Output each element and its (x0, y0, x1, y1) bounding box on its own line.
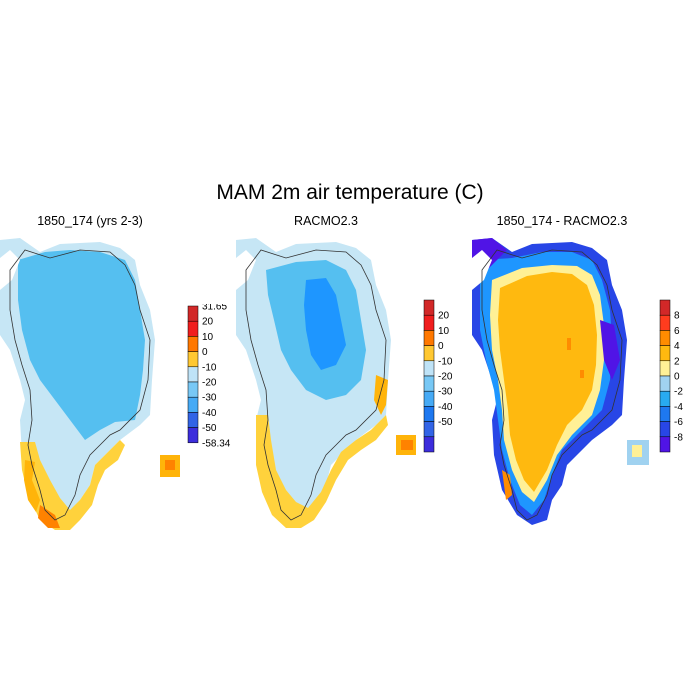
panel-model: 1850_174 (yrs 2-3) 31.65 20 10 0 -10 -20 -30 -4… (0, 214, 231, 534)
colorbar-swatch (659, 436, 671, 453)
colorbar-tick-label: 4 (674, 341, 680, 352)
colorbar-tick-label: -30 (202, 393, 217, 404)
colorbar-swatch (423, 436, 435, 453)
panel-title-model: 1850_174 (yrs 2-3) (37, 214, 143, 228)
coastline (481, 249, 623, 521)
land-region-core (304, 278, 346, 370)
colorbar-swatch (187, 320, 199, 337)
colorbar-swatch (423, 314, 435, 331)
coastline (245, 249, 387, 521)
panel-title-difference: 1850_174 - RACMO2.3 (496, 214, 628, 228)
greenland-map-difference (472, 238, 649, 525)
colorbar-swatch (423, 299, 435, 316)
colorbar-swatch (423, 330, 435, 346)
colorbar-model: 31.65 20 10 0 -10 -20 -30 -40 -50 -58.34 (186, 302, 256, 469)
colorbar-tick-label: -50 (438, 417, 453, 428)
colorbar-swatch (659, 360, 671, 377)
colorbar-tick-label: 2 (674, 356, 680, 367)
colorbar-swatch (659, 390, 671, 407)
colorbar-tick-label: 6 (674, 326, 680, 337)
colorbar-swatch (187, 305, 199, 322)
greenland-map-model (0, 238, 180, 530)
colorbar-swatch (187, 412, 199, 428)
colorbar-tick-label: 10 (202, 332, 214, 343)
land-region-warm (498, 272, 597, 492)
colorbar-swatch (659, 375, 671, 392)
colorbar-swatch (659, 345, 671, 362)
colorbar-tick-label: -20 (438, 372, 453, 383)
colorbar-tick-label: 10 (438, 326, 450, 337)
colorbar-swatch (423, 390, 435, 407)
colorbar-tick-label: -40 (202, 408, 217, 419)
panel-difference: 1850_174 - RACMO2.3 8 6 4 2 0 -2 -4 -6 -8 (472, 214, 688, 534)
colorbar-swatch (659, 421, 671, 438)
colorbar-swatch (187, 336, 199, 352)
colorbar-tick-label: 31.65 (202, 304, 227, 313)
colorbar-swatch (423, 360, 435, 377)
colorbar-tick-label: -58.34 (202, 438, 231, 449)
panel-racmo: RACMO2.3 20 10 0 -10 -20 -30 -40 -50 (236, 214, 453, 534)
colorbar-tick-label: 8 (674, 311, 680, 322)
colorbar-swatch (187, 427, 199, 444)
colorbar-tick-label: 0 (438, 341, 444, 352)
colorbar-swatch (187, 366, 199, 383)
colorbar-racmo-svg: 20 10 0 -10 -20 -30 -40 -50 (423, 299, 453, 453)
colorbar-tick-label: 20 (202, 317, 214, 328)
colorbar-tick-label: -50 (202, 423, 217, 434)
colorbar-swatch (423, 421, 435, 438)
coastline (9, 249, 151, 521)
colorbar-tick-label: -20 (202, 378, 217, 389)
colorbar-tick-label: -8 (674, 432, 683, 443)
colorbar-model-svg: 31.65 20 10 0 -10 -20 -30 -40 -50 -58.34 (187, 302, 231, 449)
colorbar-swatch (187, 381, 199, 398)
colorbar-tick-label: -10 (202, 362, 217, 373)
colorbar-tick-label: -2 (674, 387, 683, 398)
land-region-mid (18, 250, 145, 440)
colorbar-tick-label: 20 (438, 311, 450, 322)
land-region-warm (20, 440, 125, 530)
colorbar-tick-label: -6 (674, 417, 683, 428)
colorbar-swatch (187, 351, 199, 368)
greenland-map-racmo (236, 238, 416, 528)
colorbar-tick-label: -30 (438, 387, 453, 398)
colorbar-racmo: 20 10 0 -10 -20 -30 -40 -50 (422, 298, 492, 473)
panel-title-racmo: RACMO2.3 (294, 214, 358, 228)
colorbar-swatch (659, 314, 671, 331)
colorbar-swatch (423, 345, 435, 362)
colorbar-difference-svg: 8 6 4 2 0 -2 -4 -6 -8 (659, 299, 683, 453)
colorbar-swatch (659, 299, 671, 316)
colorbar-swatch (187, 396, 199, 413)
colorbar-swatch (423, 406, 435, 422)
land-region-warm (256, 415, 388, 528)
colorbar-difference: 8 6 4 2 0 -2 -4 -6 -8 (658, 298, 700, 473)
colorbar-tick-label: -40 (438, 402, 453, 413)
main-title: MAM 2m air temperature (C) (216, 181, 484, 204)
colorbar-swatch (423, 375, 435, 392)
colorbar-swatch (659, 406, 671, 422)
colorbar-tick-label: 0 (202, 347, 208, 358)
colorbar-swatch (659, 330, 671, 346)
colorbar-tick-label: 0 (674, 372, 680, 383)
colorbar-tick-label: -4 (674, 402, 683, 413)
colorbar-tick-label: -10 (438, 356, 453, 367)
